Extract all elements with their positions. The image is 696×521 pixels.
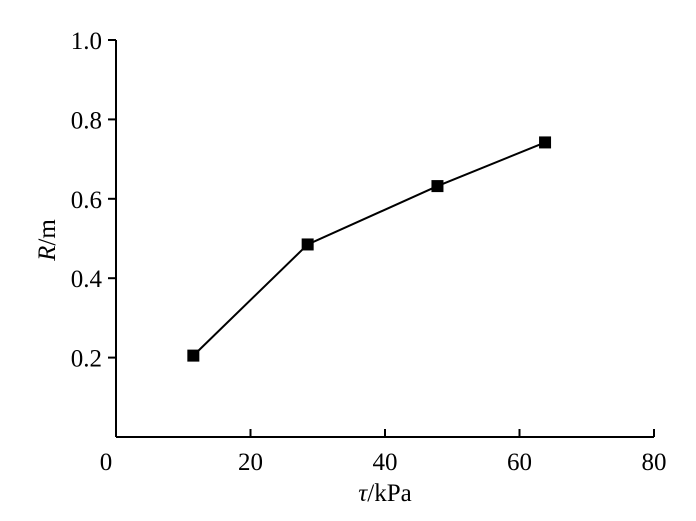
y-tick-label: 0.4 xyxy=(71,266,103,293)
x-axis-unit: /kPa xyxy=(367,480,411,507)
x-tick-label: 40 xyxy=(373,449,398,476)
y-axis-unit: /m xyxy=(34,219,61,246)
data-point-marker xyxy=(301,238,314,251)
data-point-marker xyxy=(539,136,552,149)
x-tick-label: 0 xyxy=(100,449,113,476)
x-axis-title: τ/kPa xyxy=(358,480,411,507)
series-line xyxy=(192,141,546,357)
y-tick-label: 1.0 xyxy=(71,28,102,55)
data-point-marker xyxy=(187,349,200,362)
y-tick-label: 0.2 xyxy=(71,346,102,373)
y-tick-label: 0.8 xyxy=(71,107,102,134)
y-axis-symbol: R xyxy=(34,246,61,262)
y-tick-label: 0.6 xyxy=(71,187,102,214)
x-axis-ticks: 0 20 40 60 80 xyxy=(100,429,667,476)
data-point-marker xyxy=(431,180,444,193)
y-axis-title: R/m xyxy=(34,219,61,262)
series-layer xyxy=(187,136,552,362)
x-tick-label: 20 xyxy=(238,449,263,476)
x-axis-symbol: τ xyxy=(358,480,368,507)
x-tick-label: 60 xyxy=(507,449,532,476)
x-tick-label: 80 xyxy=(642,449,667,476)
y-axis-ticks: 0.2 0.4 0.6 0.8 1.0 xyxy=(71,28,116,373)
